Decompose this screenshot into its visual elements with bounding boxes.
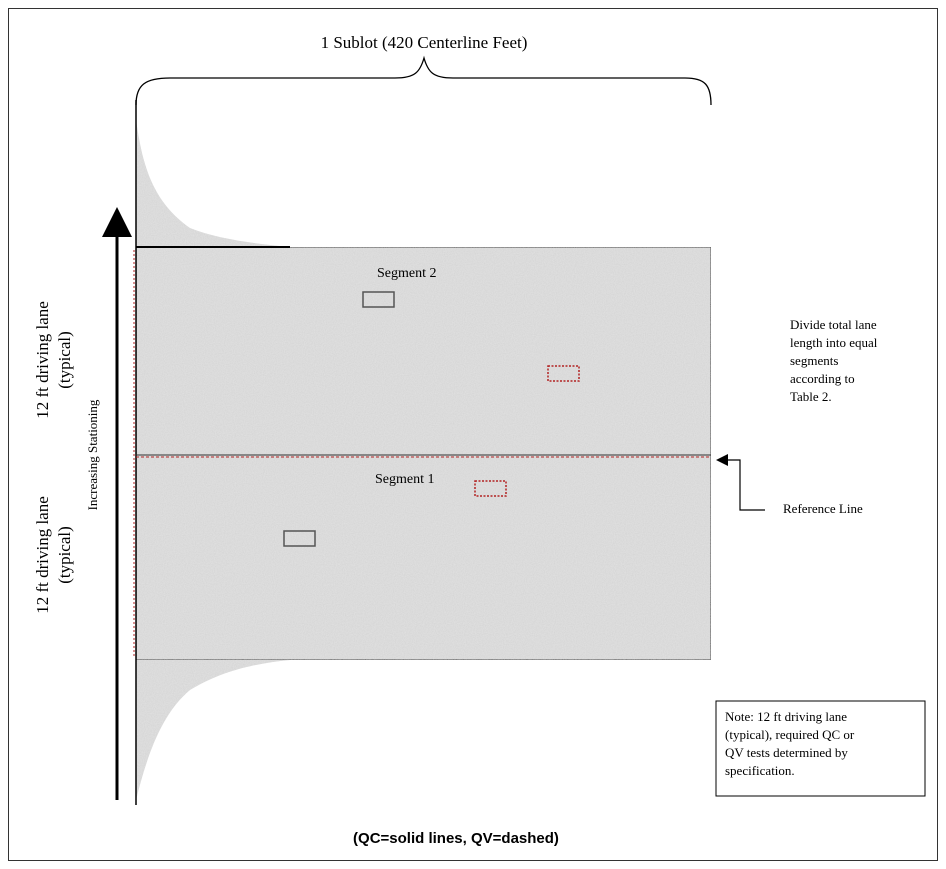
lane-label-top-line1: 12 ft driving lane <box>33 301 52 419</box>
note-line-2: (typical), required QC or <box>725 727 855 742</box>
qc-test-box-segment-2 <box>362 291 395 308</box>
segment-1-label: Segment 1 <box>375 472 435 487</box>
top-lane-flare <box>136 120 290 247</box>
sublot-brace <box>135 55 712 106</box>
pavement-sublot <box>135 246 712 661</box>
note-box-text: Note: 12 ft driving lane (typical), requ… <box>725 709 855 778</box>
divide-note-line-2: length into equal <box>790 335 878 350</box>
lane-label-bottom: 12 ft driving lane (typical) <box>33 496 74 614</box>
qv-test-box-segment-2 <box>547 365 580 382</box>
note-box <box>715 700 926 797</box>
brace-label: 1 Sublot (420 Centerline Feet) <box>321 33 528 52</box>
divide-note-line-3: segments <box>790 353 838 368</box>
stationing-label: Increasing Stationing <box>85 399 100 510</box>
divide-note-line-1: Divide total lane <box>790 317 877 332</box>
divide-note-line-5: Table 2. <box>790 389 832 404</box>
divide-note-line-4: according to <box>790 371 855 386</box>
lane-label-bottom-line1: 12 ft driving lane <box>33 496 52 614</box>
note-line-3: QV tests determined by <box>725 745 848 760</box>
reference-line-pointer <box>716 454 765 511</box>
divide-note: Divide total lane length into equal segm… <box>790 317 878 404</box>
note-line-4: specification. <box>725 763 795 778</box>
bottom-lane-flare <box>136 660 290 800</box>
reference-line-label: Reference Line <box>783 501 863 516</box>
lane-label-bottom-line2: (typical) <box>55 526 74 584</box>
qv-test-box-segment-1 <box>474 480 507 497</box>
segment-2-label: Segment 2 <box>377 266 437 281</box>
lane-label-top-line2: (typical) <box>55 331 74 389</box>
note-line-1: Note: 12 ft driving lane <box>725 709 847 724</box>
qc-test-box-segment-1 <box>283 530 316 547</box>
lane-label-top: 12 ft driving lane (typical) <box>33 301 74 419</box>
legend-caption: (QC=solid lines, QV=dashed) <box>353 830 559 847</box>
